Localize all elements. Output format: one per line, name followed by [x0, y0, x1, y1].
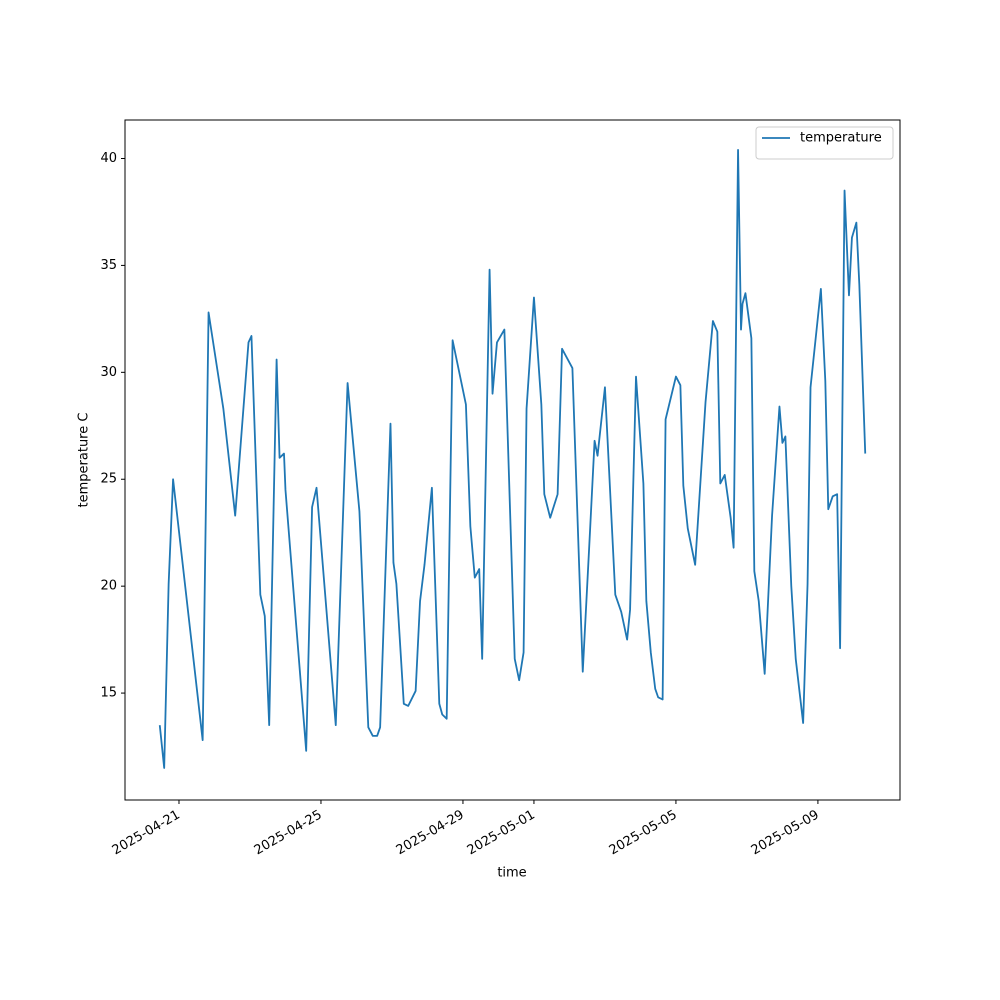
x-tick-label: 2025-04-21 — [110, 808, 183, 859]
x-tick-label: 2025-05-05 — [607, 808, 680, 859]
y-tick-label: 25 — [100, 472, 117, 487]
y-tick-label: 20 — [100, 579, 117, 594]
x-tick-label: 2025-05-01 — [465, 808, 538, 859]
data-line — [158, 149, 867, 769]
x-axis-label: time — [497, 866, 526, 881]
plot-frame — [124, 119, 901, 801]
x-tick-label: 2025-05-09 — [749, 808, 822, 859]
x-tick-label: 2025-04-29 — [394, 808, 467, 859]
y-tick-label: 35 — [100, 258, 117, 273]
y-tick-label: 40 — [100, 151, 117, 166]
legend-label: temperature — [800, 131, 882, 146]
y-tick-label: 30 — [100, 365, 117, 380]
x-tick-label: 2025-04-25 — [252, 808, 325, 859]
y-tick-label: 15 — [100, 686, 117, 701]
y-axis-label: temperature C — [77, 413, 92, 508]
legend-box — [755, 126, 894, 160]
